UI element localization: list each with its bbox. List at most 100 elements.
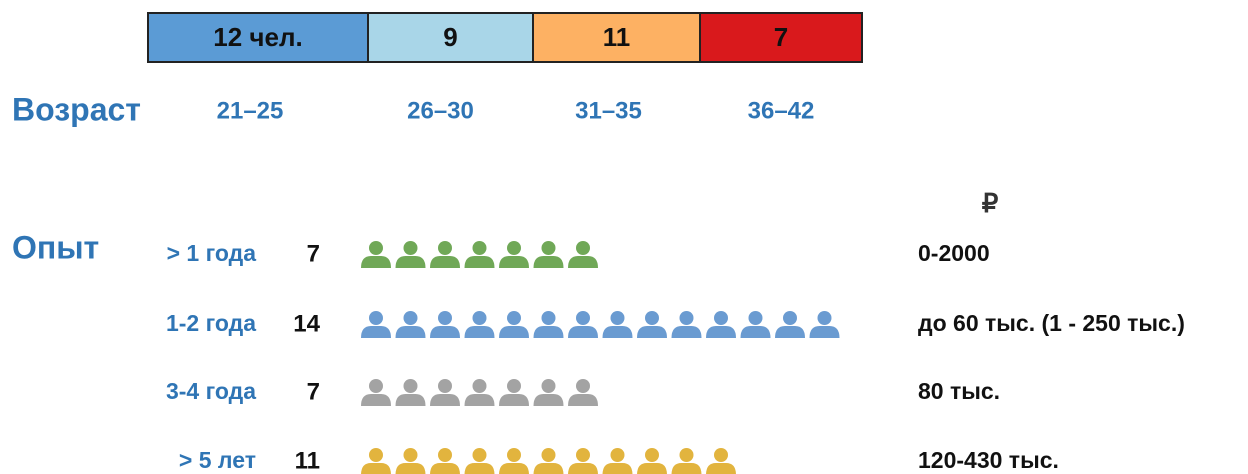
icon-head — [576, 241, 590, 255]
icon-head — [576, 448, 590, 462]
person-icon — [430, 448, 460, 474]
icon-head — [438, 448, 452, 462]
icon-body — [706, 463, 736, 474]
icon-body — [775, 326, 805, 338]
person-icon — [395, 311, 426, 338]
age-title: Возраст — [12, 91, 141, 127]
icon-head — [369, 241, 383, 255]
icon-body — [464, 326, 495, 338]
icon-head — [472, 379, 487, 393]
person-icon — [637, 448, 667, 474]
row-salary: 120-430 тыс. — [918, 447, 1059, 473]
icon-head — [645, 448, 659, 462]
icon-head — [576, 311, 590, 325]
person-icon — [775, 311, 805, 338]
icon-head — [507, 311, 521, 325]
icon-body — [602, 463, 633, 474]
person-icon — [464, 448, 495, 474]
person-icon — [533, 241, 564, 268]
icon-head — [507, 379, 521, 393]
icon-body — [361, 463, 391, 474]
icon-body — [395, 326, 426, 338]
icon-body — [499, 256, 529, 268]
icon-body — [568, 394, 598, 406]
icon-head — [714, 311, 728, 325]
age-segment — [532, 12, 701, 63]
row-label: 3-4 года — [166, 378, 256, 404]
icon-body — [533, 256, 564, 268]
icon-head — [541, 379, 556, 393]
age-range: 36–42 — [748, 97, 815, 124]
icon-head — [610, 311, 625, 325]
icon-head — [369, 379, 383, 393]
icon-head — [679, 448, 694, 462]
person-icon — [533, 311, 564, 338]
row-label: > 1 года — [167, 240, 257, 266]
icon-body — [361, 256, 391, 268]
person-icon — [568, 311, 598, 338]
person-icon — [361, 379, 391, 406]
icon-body — [430, 394, 460, 406]
person-icon — [568, 448, 598, 474]
person-icon — [533, 448, 564, 474]
age-count: 12 чел. — [213, 22, 302, 52]
person-icon — [809, 311, 840, 338]
icon-head — [403, 241, 418, 255]
icon-body — [809, 326, 840, 338]
icon-body — [499, 463, 529, 474]
icon-head — [403, 311, 418, 325]
person-icon — [499, 311, 529, 338]
person-icon — [464, 379, 495, 406]
person-icon — [430, 241, 460, 268]
age-segment — [699, 12, 863, 63]
icon-head — [610, 448, 625, 462]
icon-body — [671, 326, 702, 338]
icon-head — [714, 448, 728, 462]
icon-body — [464, 394, 495, 406]
person-icon — [706, 311, 736, 338]
icon-head — [369, 311, 383, 325]
icon-head — [403, 448, 418, 462]
icon-body — [568, 326, 598, 338]
icon-body — [499, 394, 529, 406]
icon-body — [568, 463, 598, 474]
person-icon — [740, 311, 771, 338]
icon-head — [679, 311, 694, 325]
icon-body — [740, 326, 771, 338]
icon-head — [403, 379, 418, 393]
person-icon — [706, 448, 736, 474]
icon-body — [602, 326, 633, 338]
icon-body — [464, 256, 495, 268]
icon-body — [430, 326, 460, 338]
icon-body — [533, 394, 564, 406]
icon-body — [533, 463, 564, 474]
person-icon — [430, 311, 460, 338]
person-icon — [361, 311, 391, 338]
person-icon — [395, 379, 426, 406]
icon-head — [472, 311, 487, 325]
person-icon — [602, 448, 633, 474]
age-count: 7 — [774, 22, 788, 52]
age-range: 31–35 — [575, 97, 642, 124]
person-icon — [395, 448, 426, 474]
icon-body — [568, 256, 598, 268]
icon-body — [395, 256, 426, 268]
icon-head — [541, 311, 556, 325]
age-range: 26–30 — [407, 97, 474, 124]
row-salary: 80 тыс. — [918, 378, 1000, 404]
icon-head — [369, 448, 383, 462]
icon-head — [817, 311, 832, 325]
row-count: 14 — [293, 310, 320, 337]
icon-head — [472, 241, 487, 255]
icon-body — [430, 256, 460, 268]
person-icon — [499, 379, 529, 406]
age-range: 21–25 — [217, 97, 284, 124]
icon-body — [464, 463, 495, 474]
icon-head — [438, 241, 452, 255]
row-count: 11 — [295, 447, 320, 474]
person-icon — [533, 379, 564, 406]
icon-head — [541, 241, 556, 255]
person-icon — [671, 448, 702, 474]
icon-head — [507, 241, 521, 255]
